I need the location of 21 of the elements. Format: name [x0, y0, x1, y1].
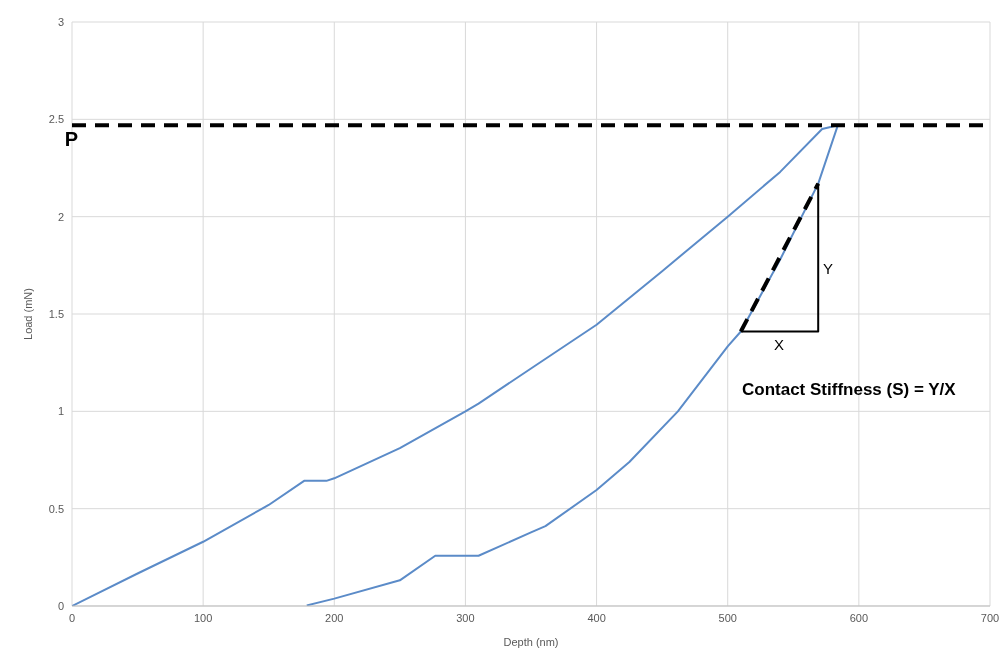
annotation: Contact Stiffness (S) = Y/X — [742, 380, 956, 400]
x-tick-label: 600 — [849, 611, 869, 624]
x-tick-label: 0 — [68, 611, 76, 624]
y-tick-label: 2.5 — [48, 113, 64, 126]
y-axis-title: Load (mN) — [21, 288, 34, 340]
x-tick-label: 400 — [587, 611, 606, 624]
y-tick-label: 0.5 — [48, 502, 64, 515]
y-tick-label: 2 — [57, 210, 64, 223]
ref-line-label: P — [64, 128, 78, 151]
x-tick-label: 300 — [456, 611, 475, 624]
x-tick-label: 200 — [325, 611, 344, 624]
y-tick-label: 0 — [57, 599, 64, 612]
annotation: Y — [823, 260, 834, 277]
x-tick-label: 500 — [718, 611, 737, 624]
annotation: X — [774, 336, 785, 353]
y-tick-label: 1 — [57, 405, 64, 418]
x-tick-label: 100 — [193, 611, 213, 624]
x-axis-title: Depth (nm) — [503, 636, 559, 648]
y-tick-label: 1.5 — [48, 307, 64, 320]
y-tick-label: 3 — [57, 15, 64, 28]
x-tick-label: 700 — [980, 611, 1000, 624]
